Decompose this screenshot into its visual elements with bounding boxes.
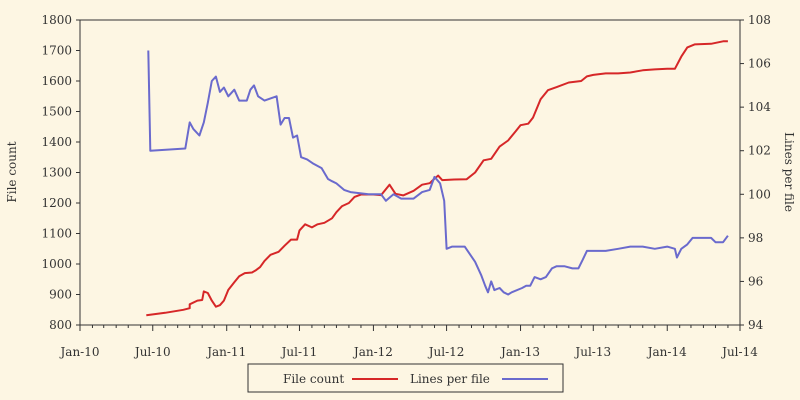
y-right-tick-label: 96 (748, 274, 763, 288)
x-tick-label: Jul-14 (720, 345, 758, 359)
y-left-tick-label: 1100 (41, 227, 72, 241)
legend: File count Lines per file (247, 363, 564, 393)
y-right-tick-label: 98 (748, 231, 763, 245)
series-layer (146, 40, 729, 317)
y-right-tick-label: 106 (748, 57, 771, 71)
x-tick-label: Jul-10 (133, 345, 171, 359)
legend-label-file-count: File count (283, 372, 344, 386)
x-tick-label: Jan-14 (646, 345, 687, 359)
y-right-tick-label: 94 (748, 318, 764, 332)
y-axis-left: 800 900 1000 1100 1200 1300 1400 1500 1600 1700 18… (41, 13, 80, 332)
x-tick-label: Jan-10 (58, 345, 99, 359)
y-left-tick-label: 1000 (41, 257, 72, 271)
y-left-tick-label: 1700 (41, 44, 72, 58)
y-right-tick-label: 104 (748, 100, 771, 114)
y-left-tick-label: 800 (49, 318, 72, 332)
y-left-tick-label: 1200 (41, 196, 72, 210)
y-axis-right: 94 96 98 100 102 104 106 108 (740, 13, 771, 332)
plot-area (79, 19, 741, 326)
y-left-tick-label: 900 (49, 288, 72, 302)
x-tick-label: Jul-12 (427, 345, 465, 359)
y-axis-right-title: Lines per file (782, 132, 796, 212)
y-left-tick-label: 1400 (41, 135, 72, 149)
series-line-lines-per-file (147, 50, 729, 296)
series-line-file-count (146, 40, 728, 317)
x-tick-label: Jul-11 (280, 345, 318, 359)
x-tick-label: Jul-13 (573, 345, 611, 359)
y-left-tick-label: 1300 (41, 166, 72, 180)
x-tick-label: Jan-13 (499, 345, 540, 359)
y-right-tick-label: 102 (748, 144, 771, 158)
x-axis: Jan-10 Jul-10 Jan-11 Jul-11 Jan-12 Jul-12 Jan-… (58, 325, 758, 359)
y-left-tick-label: 1500 (41, 105, 72, 119)
legend-label-lines-per-file: Lines per file (410, 372, 490, 386)
plot-border (79, 19, 741, 326)
y-left-tick-label: 1800 (41, 13, 72, 27)
y-right-tick-label: 108 (748, 13, 771, 27)
y-axis-left-title: File count (5, 141, 19, 202)
y-right-tick-label: 100 (748, 187, 771, 201)
x-tick-label: Jan-11 (205, 345, 246, 359)
y-left-tick-label: 1600 (41, 74, 72, 88)
x-tick-label: Jan-12 (352, 345, 393, 359)
